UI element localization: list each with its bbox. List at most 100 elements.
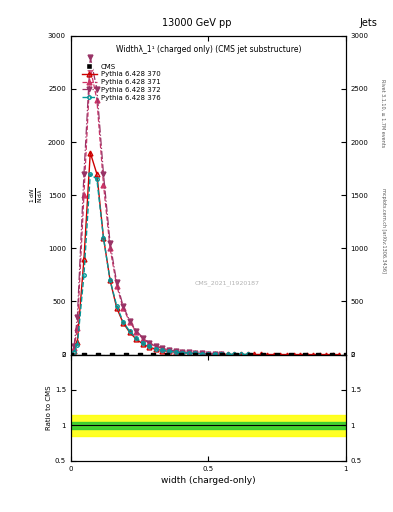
Pythia 6.428 370 bbox=[101, 234, 106, 241]
Pythia 6.428 371 bbox=[82, 192, 86, 198]
Pythia 6.428 376 bbox=[226, 351, 230, 357]
Pythia 6.428 371 bbox=[160, 346, 165, 352]
Pythia 6.428 372 bbox=[72, 343, 76, 349]
Pythia 6.428 372 bbox=[140, 335, 145, 341]
Pythia 6.428 371 bbox=[88, 65, 93, 71]
Point bbox=[164, 350, 170, 358]
Point bbox=[343, 350, 349, 358]
Pythia 6.428 376 bbox=[219, 351, 224, 357]
Pythia 6.428 376 bbox=[245, 351, 250, 357]
Line: Pythia 6.428 376: Pythia 6.428 376 bbox=[72, 172, 250, 356]
Pythia 6.428 370 bbox=[193, 350, 197, 356]
Pythia 6.428 376 bbox=[108, 277, 112, 283]
Pythia 6.428 370 bbox=[252, 351, 257, 357]
Pythia 6.428 371 bbox=[121, 305, 125, 311]
Pythia 6.428 370 bbox=[213, 351, 217, 357]
Pythia 6.428 370 bbox=[147, 344, 152, 350]
Point bbox=[233, 350, 239, 358]
Pythia 6.428 376 bbox=[101, 234, 106, 241]
Point bbox=[81, 350, 88, 358]
Pythia 6.428 370 bbox=[180, 350, 185, 356]
Pythia 6.428 376 bbox=[167, 348, 171, 354]
Pythia 6.428 372 bbox=[193, 350, 197, 356]
Pythia 6.428 372 bbox=[75, 314, 80, 321]
Pythia 6.428 376 bbox=[239, 351, 243, 357]
Pythia 6.428 370 bbox=[337, 351, 342, 357]
Pythia 6.428 376 bbox=[147, 344, 152, 350]
Pythia 6.428 371 bbox=[219, 351, 224, 357]
Pythia 6.428 376 bbox=[213, 351, 217, 357]
Pythia 6.428 372 bbox=[173, 348, 178, 354]
Pythia 6.428 370 bbox=[226, 351, 230, 357]
Pythia 6.428 370 bbox=[265, 351, 270, 357]
Text: Jets: Jets bbox=[360, 18, 377, 28]
Point bbox=[329, 350, 335, 358]
Pythia 6.428 370 bbox=[285, 351, 289, 357]
Pythia 6.428 376 bbox=[114, 303, 119, 309]
Pythia 6.428 370 bbox=[245, 351, 250, 357]
Pythia 6.428 370 bbox=[114, 305, 119, 311]
Pythia 6.428 370 bbox=[219, 351, 224, 357]
Pythia 6.428 372 bbox=[180, 349, 185, 355]
Pythia 6.428 376 bbox=[72, 349, 76, 355]
Bar bbox=[71, 415, 346, 436]
Line: Pythia 6.428 372: Pythia 6.428 372 bbox=[72, 55, 224, 356]
Point bbox=[68, 350, 74, 358]
Pythia 6.428 372 bbox=[154, 343, 158, 349]
Pythia 6.428 376 bbox=[173, 349, 178, 355]
Bar bbox=[71, 422, 346, 429]
Pythia 6.428 370 bbox=[239, 351, 243, 357]
Pythia 6.428 372 bbox=[199, 350, 204, 356]
Pythia 6.428 370 bbox=[121, 319, 125, 326]
Pythia 6.428 376 bbox=[154, 346, 158, 352]
Pythia 6.428 370 bbox=[278, 351, 283, 357]
Pythia 6.428 370 bbox=[258, 351, 263, 357]
Point bbox=[246, 350, 253, 358]
Point bbox=[219, 350, 225, 358]
Pythia 6.428 372 bbox=[127, 317, 132, 324]
Pythia 6.428 372 bbox=[88, 54, 93, 60]
Pythia 6.428 376 bbox=[199, 351, 204, 357]
Text: 13000 GeV pp: 13000 GeV pp bbox=[162, 18, 231, 28]
Point bbox=[109, 350, 115, 358]
Point bbox=[315, 350, 321, 358]
Pythia 6.428 372 bbox=[167, 347, 171, 353]
Pythia 6.428 370 bbox=[318, 351, 322, 357]
Pythia 6.428 371 bbox=[72, 345, 76, 351]
Pythia 6.428 376 bbox=[75, 342, 80, 348]
Pythia 6.428 370 bbox=[72, 348, 76, 354]
Pythia 6.428 370 bbox=[94, 171, 99, 177]
Y-axis label: Ratio to CMS: Ratio to CMS bbox=[46, 386, 52, 430]
Pythia 6.428 372 bbox=[114, 279, 119, 285]
Pythia 6.428 376 bbox=[140, 340, 145, 346]
Pythia 6.428 370 bbox=[160, 348, 165, 354]
Pythia 6.428 376 bbox=[127, 328, 132, 334]
Point bbox=[288, 350, 294, 358]
Pythia 6.428 370 bbox=[298, 351, 302, 357]
Pythia 6.428 371 bbox=[114, 283, 119, 289]
Text: Rivet 3.1.10, ≥ 1.7M events: Rivet 3.1.10, ≥ 1.7M events bbox=[381, 78, 386, 147]
Y-axis label: $\frac{1}{\mathrm{N}}\frac{\mathrm{d}N}{\mathrm{d}\lambda}$: $\frac{1}{\mathrm{N}}\frac{\mathrm{d}N}{… bbox=[29, 187, 45, 203]
Pythia 6.428 371 bbox=[127, 318, 132, 325]
Point bbox=[260, 350, 266, 358]
X-axis label: width (charged-only): width (charged-only) bbox=[161, 476, 255, 485]
Point bbox=[123, 350, 129, 358]
Text: mcplots.cern.ch [arXiv:1306.3436]: mcplots.cern.ch [arXiv:1306.3436] bbox=[381, 188, 386, 273]
Pythia 6.428 372 bbox=[219, 351, 224, 357]
Pythia 6.428 372 bbox=[82, 171, 86, 177]
Pythia 6.428 371 bbox=[140, 335, 145, 342]
Pythia 6.428 371 bbox=[213, 351, 217, 357]
Pythia 6.428 376 bbox=[94, 176, 99, 182]
Point bbox=[191, 350, 198, 358]
Pythia 6.428 371 bbox=[101, 182, 106, 188]
Point bbox=[178, 350, 184, 358]
Pythia 6.428 370 bbox=[330, 351, 335, 357]
Pythia 6.428 370 bbox=[75, 339, 80, 345]
Point bbox=[274, 350, 280, 358]
Pythia 6.428 370 bbox=[291, 351, 296, 357]
Pythia 6.428 370 bbox=[108, 277, 112, 283]
Pythia 6.428 370 bbox=[134, 336, 139, 342]
Line: Pythia 6.428 371: Pythia 6.428 371 bbox=[72, 66, 224, 356]
Pythia 6.428 370 bbox=[127, 329, 132, 335]
Pythia 6.428 371 bbox=[186, 350, 191, 356]
